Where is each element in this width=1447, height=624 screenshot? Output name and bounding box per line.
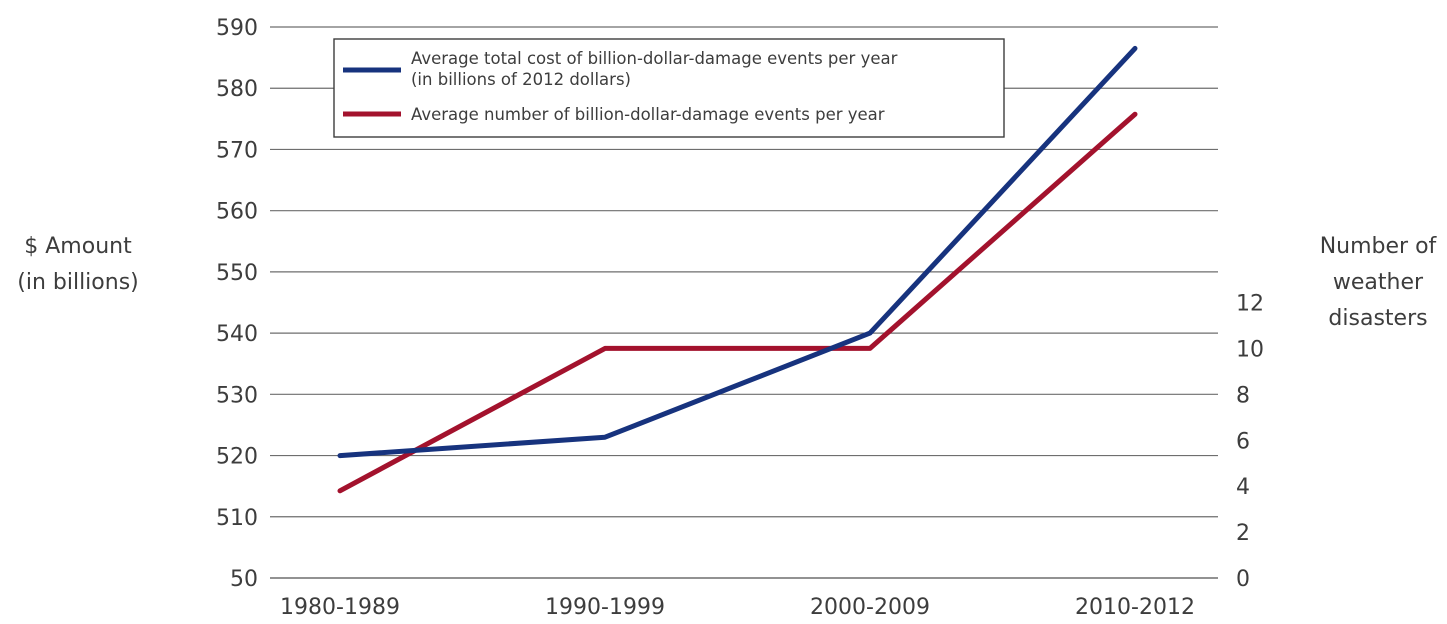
- x-axis-ticks: 1980-1989 1990-1999 2000-2009 2010-2012: [280, 595, 1195, 620]
- series-line-count: [337, 111, 1138, 494]
- left-tick-label: 550: [216, 261, 258, 286]
- right-tick-label: 2: [1236, 521, 1250, 546]
- left-axis-title-line-1: $ Amount: [24, 234, 132, 259]
- series-line-cost: [337, 45, 1138, 459]
- legend-label-cost-line-1: Average total cost of billion-dollar-dam…: [411, 49, 898, 68]
- right-axis-title-line-1: Number of: [1320, 234, 1438, 259]
- right-axis-title-line-3: disasters: [1328, 306, 1427, 331]
- x-tick-label: 2000-2009: [810, 595, 930, 620]
- right-tick-label: 0: [1236, 567, 1250, 592]
- legend-box: [333, 38, 1005, 138]
- left-tick-label: 50: [230, 567, 258, 592]
- left-tick-label: 560: [216, 200, 258, 225]
- right-tick-label: 6: [1236, 429, 1250, 454]
- x-tick-label: 1980-1989: [280, 595, 400, 620]
- legend: Average total cost of billion-dollar-dam…: [333, 38, 1005, 138]
- x-tick-label: 1990-1999: [545, 595, 665, 620]
- right-tick-label: 8: [1236, 383, 1250, 408]
- right-tick-label: 4: [1236, 475, 1250, 500]
- legend-label-cost-line-2: (in billions of 2012 dollars): [411, 70, 631, 89]
- left-tick-label: 570: [216, 138, 258, 163]
- right-tick-label: 10: [1236, 337, 1264, 362]
- left-tick-label: 590: [216, 16, 258, 41]
- left-tick-label: 580: [216, 77, 258, 102]
- series-lines: [337, 45, 1138, 494]
- legend-label-count: Average number of billion-dollar-damage …: [411, 105, 885, 124]
- left-tick-label: 540: [216, 322, 258, 347]
- x-tick-label: 2010-2012: [1075, 595, 1195, 620]
- left-tick-label: 530: [216, 383, 258, 408]
- right-axis-ticks: 0 2 4 6 8 10 12: [1236, 292, 1264, 593]
- left-tick-label: 520: [216, 445, 258, 470]
- left-axis-title-line-2: (in billions): [17, 270, 139, 295]
- left-axis-ticks: 50 510 520 530 540 550 560 570 580 590: [216, 16, 258, 592]
- right-tick-label: 12: [1236, 292, 1264, 317]
- left-tick-label: 510: [216, 506, 258, 531]
- right-axis-title-line-2: weather: [1333, 270, 1424, 295]
